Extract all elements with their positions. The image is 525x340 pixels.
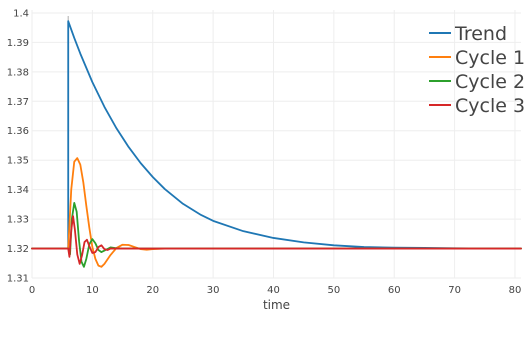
x-axis-title: time (263, 298, 290, 312)
legend-item-cycle-1[interactable]: Cycle 1 (429, 47, 525, 69)
x-tick-label: 50 (327, 285, 340, 296)
x-tick-label: 40 (267, 285, 280, 296)
y-tick-label: 1.33 (7, 215, 29, 226)
x-tick-label: 80 (509, 285, 522, 296)
y-tick-label: 1.32 (7, 244, 29, 255)
legend-label: Cycle 2 (455, 71, 525, 93)
legend-label: Trend (454, 23, 507, 45)
series-line-trend[interactable] (31, 20, 522, 250)
series-lines (31, 20, 522, 268)
y-tick-label: 1.36 (7, 126, 29, 137)
series-line-cycle-1[interactable] (31, 157, 522, 268)
x-tick-label: 60 (388, 285, 401, 296)
legend-item-cycle-3[interactable]: Cycle 3 (429, 95, 525, 117)
x-tick-label: 0 (29, 285, 35, 296)
y-tick-label: 1.37 (7, 97, 29, 108)
x-tick-label: 10 (86, 285, 99, 296)
legend-item-trend[interactable]: Trend (429, 23, 507, 45)
x-tick-label: 20 (146, 285, 159, 296)
series-line-cycle-3[interactable] (31, 215, 522, 265)
y-tick-label: 1.38 (7, 67, 29, 78)
y-tick-label: 1.34 (7, 185, 29, 196)
x-axis-ticks: 0 10 20 30 40 50 60 70 80 (29, 285, 522, 296)
grid (31, 10, 521, 279)
x-tick-label: 30 (207, 285, 220, 296)
y-tick-label: 1.35 (7, 156, 29, 167)
y-axis-ticks: 1.31 1.32 1.33 1.34 1.35 1.36 1.37 1.38 1.39 1.4 (7, 8, 29, 284)
y-tick-label: 1.31 (7, 274, 29, 285)
legend-label: Cycle 1 (455, 47, 525, 69)
y-tick-label: 1.4 (13, 8, 29, 19)
series-line-cycle-2[interactable] (31, 202, 522, 268)
legend-item-cycle-2[interactable]: Cycle 2 (429, 71, 525, 93)
y-tick-label: 1.39 (7, 38, 29, 49)
legend-label: Cycle 3 (455, 95, 525, 117)
x-tick-label: 70 (448, 285, 461, 296)
